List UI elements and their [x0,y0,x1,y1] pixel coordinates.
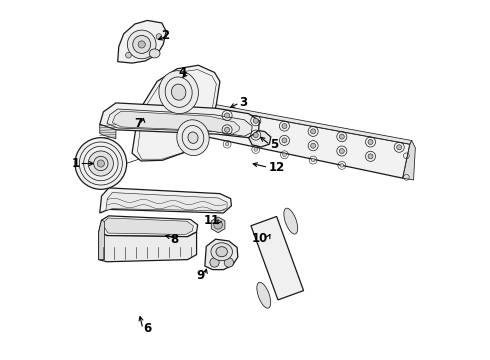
Circle shape [311,129,316,134]
Circle shape [283,153,286,157]
Circle shape [397,145,402,150]
Polygon shape [112,111,240,134]
Ellipse shape [284,208,298,234]
Polygon shape [100,125,116,139]
Polygon shape [100,103,259,138]
Text: 3: 3 [240,96,248,109]
Circle shape [311,158,315,162]
Polygon shape [98,220,104,260]
Polygon shape [132,65,220,161]
Ellipse shape [159,71,198,114]
Ellipse shape [211,243,232,261]
Polygon shape [107,109,252,136]
Circle shape [210,258,219,267]
Circle shape [127,30,156,59]
Polygon shape [251,216,304,300]
Text: 1: 1 [71,157,79,170]
Circle shape [311,143,316,148]
Text: 5: 5 [270,138,278,151]
Polygon shape [104,218,194,234]
Circle shape [224,113,230,118]
Circle shape [97,160,104,167]
Circle shape [368,154,373,159]
Ellipse shape [149,49,160,58]
Circle shape [224,127,230,132]
Polygon shape [118,21,166,63]
Circle shape [217,245,226,255]
Polygon shape [207,108,410,178]
Circle shape [339,149,344,153]
Circle shape [214,221,222,229]
Circle shape [253,118,258,123]
Ellipse shape [177,120,209,156]
Circle shape [224,258,234,267]
Circle shape [282,138,287,143]
Circle shape [133,36,151,53]
Text: 10: 10 [252,231,268,244]
Text: 11: 11 [204,214,220,227]
Text: 9: 9 [196,269,205,282]
Circle shape [254,148,258,151]
Ellipse shape [216,247,227,257]
Text: 2: 2 [161,29,169,42]
Polygon shape [100,188,231,213]
Text: 7: 7 [135,117,143,130]
Circle shape [368,139,373,144]
Circle shape [125,52,131,58]
Polygon shape [248,131,271,147]
Circle shape [282,123,287,129]
Polygon shape [98,216,197,237]
Text: 4: 4 [179,66,187,79]
Circle shape [253,132,258,138]
Text: 6: 6 [143,322,151,335]
Circle shape [138,41,146,48]
Polygon shape [211,217,225,233]
Circle shape [88,151,113,176]
Circle shape [339,134,344,139]
Circle shape [156,34,162,40]
Circle shape [225,142,229,146]
Text: 8: 8 [171,233,179,246]
Ellipse shape [257,282,270,308]
Polygon shape [98,232,196,262]
Ellipse shape [188,132,198,143]
Text: 12: 12 [269,161,285,174]
Polygon shape [403,140,416,180]
Polygon shape [205,239,238,270]
Circle shape [75,138,126,189]
Circle shape [340,163,343,167]
Polygon shape [106,193,227,211]
Polygon shape [215,105,412,144]
Ellipse shape [172,84,186,100]
